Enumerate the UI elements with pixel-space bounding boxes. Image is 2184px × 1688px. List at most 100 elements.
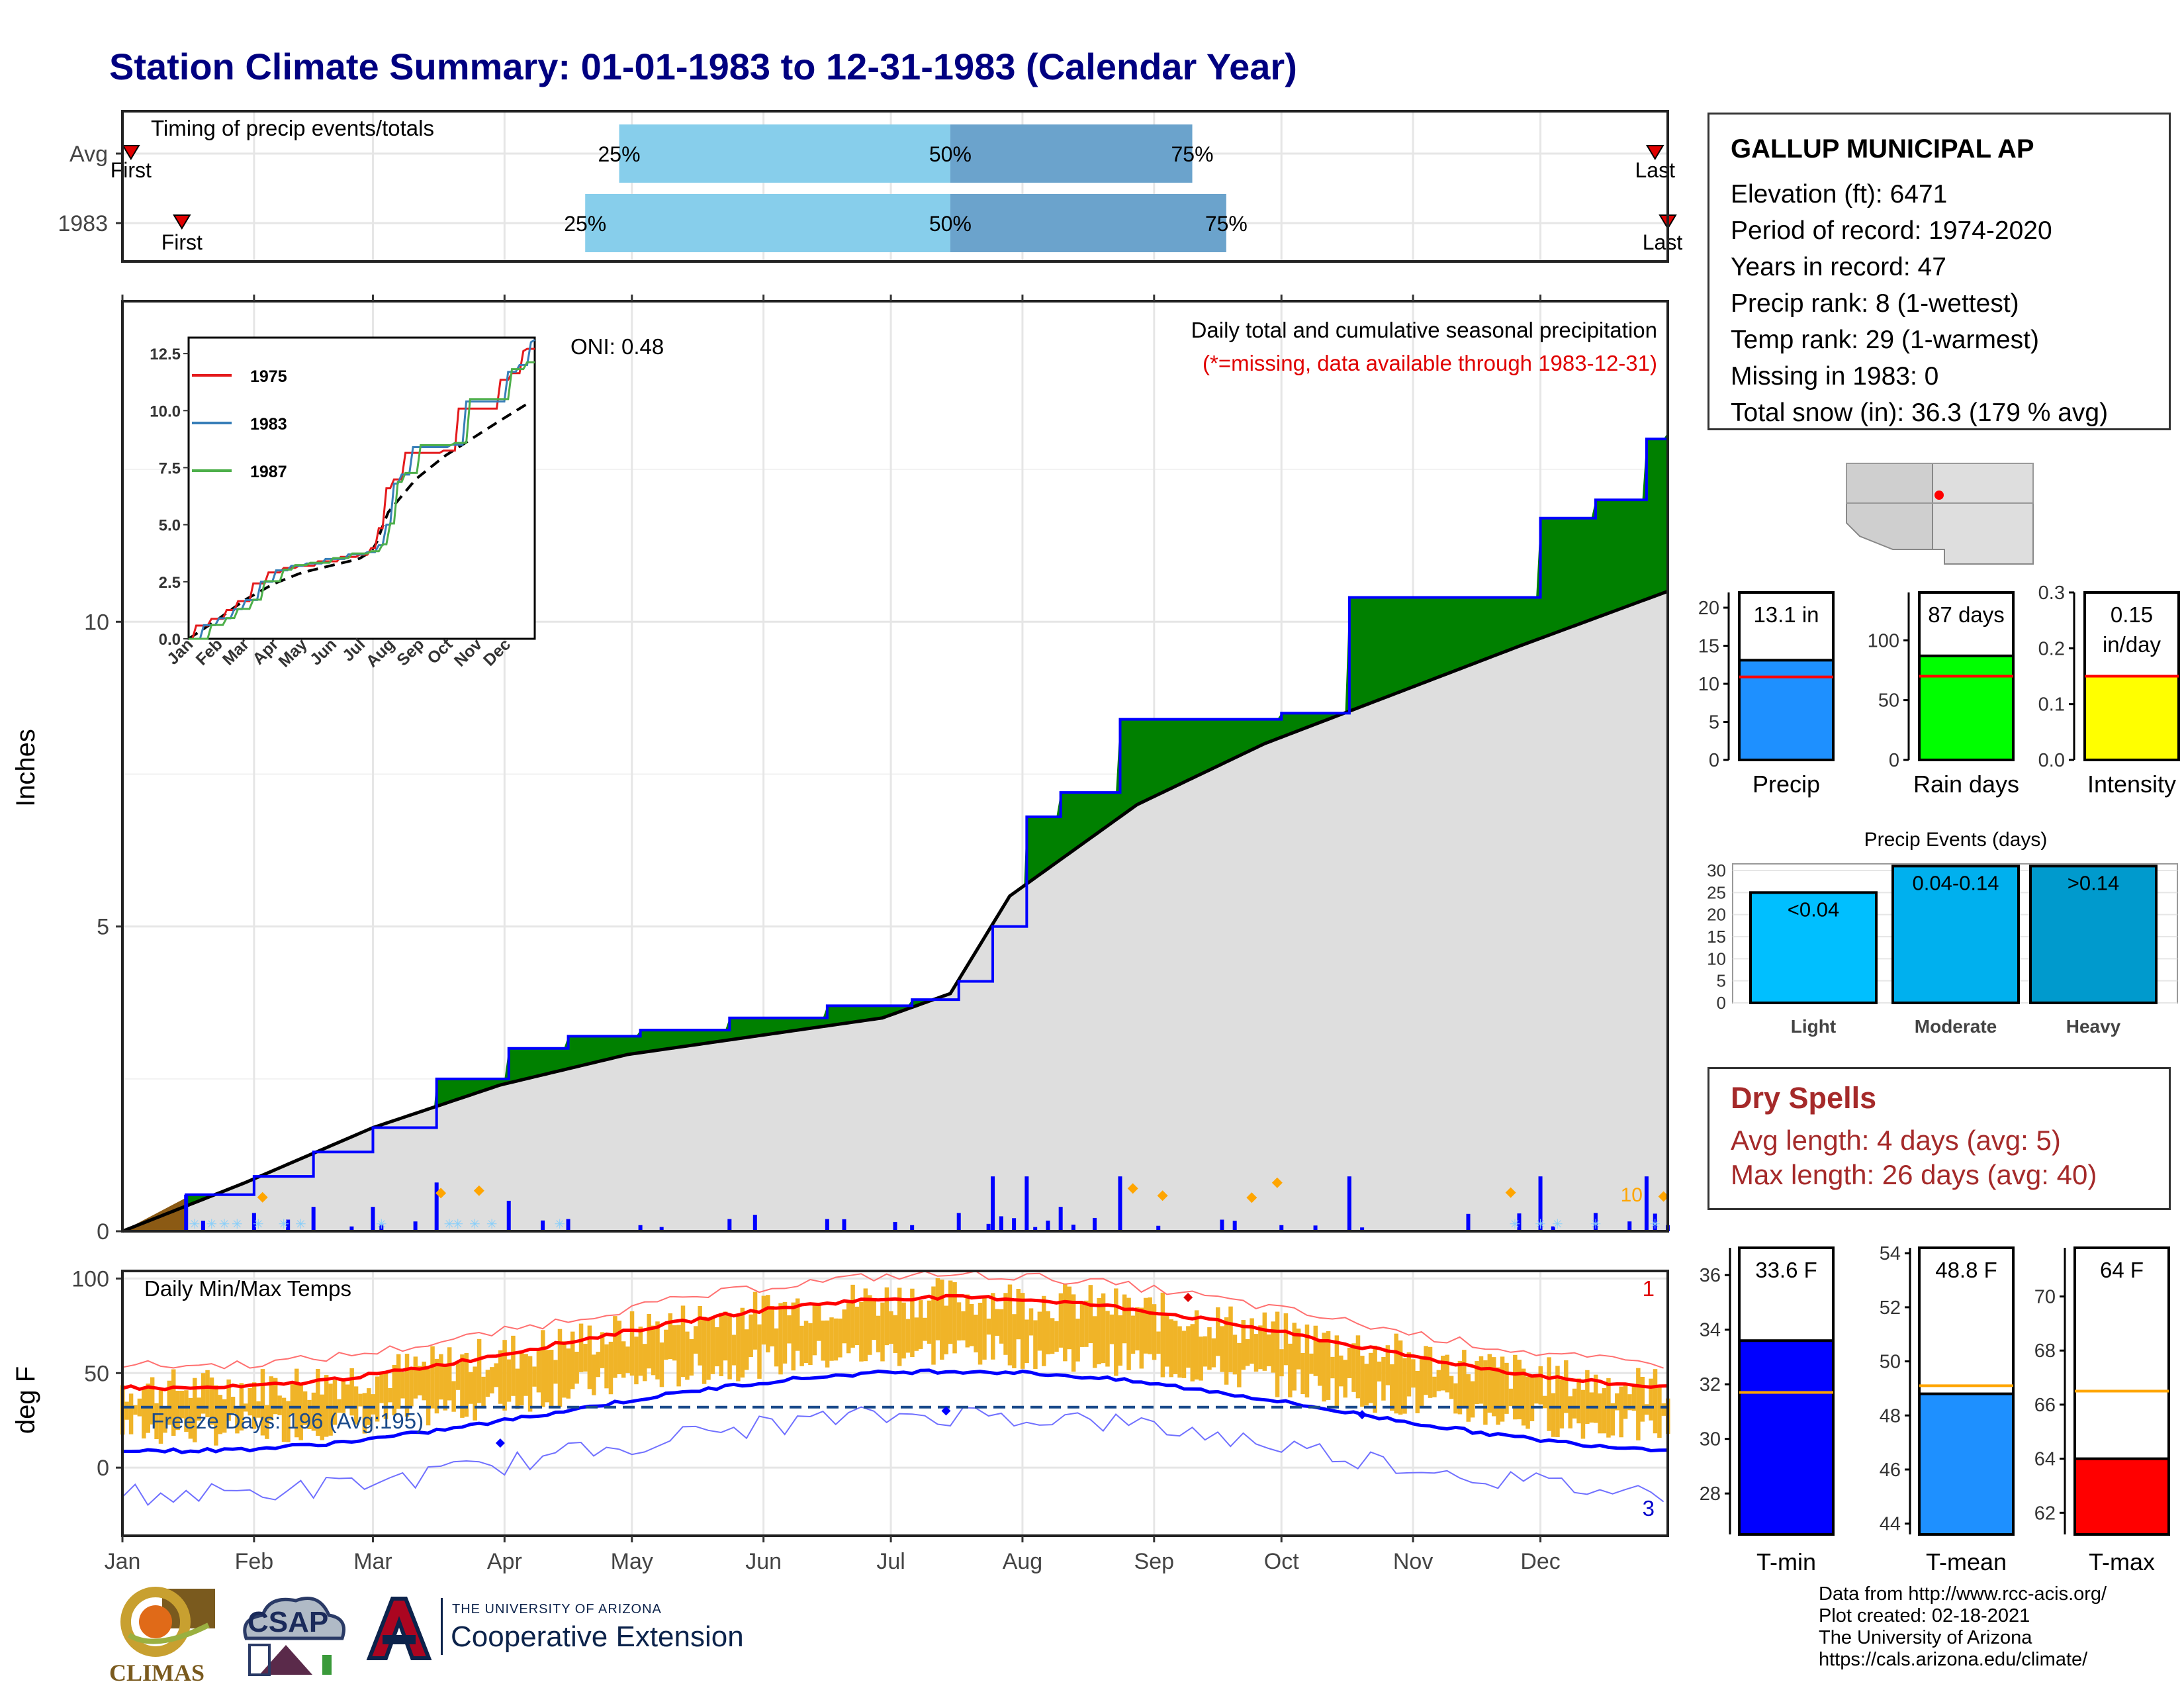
snowflake-icon: ✳ — [253, 1217, 264, 1232]
daily-temp-bar — [1559, 1380, 1565, 1429]
daily-temp-bar — [549, 1350, 554, 1409]
daily-temp-bar — [706, 1319, 711, 1380]
daily-temp-bar — [277, 1395, 282, 1415]
daily-temp-bar — [1432, 1376, 1437, 1397]
daily-temp-bar — [295, 1368, 299, 1438]
daily-temp-bar — [167, 1380, 172, 1425]
intensity-chart: 0.0 0.1 0.2 0.3 0.15 in/day Intensity — [2038, 583, 2180, 798]
snow-day-marker — [1127, 1183, 1138, 1194]
daily-temp-bar — [1339, 1355, 1343, 1387]
daily-precip-bars — [184, 1176, 1670, 1231]
station-info-panel: GALLUP MUNICIPAL AP Elevation (ft): 6471… — [1707, 113, 2171, 430]
daily-temp-bar — [209, 1377, 214, 1425]
daily-temp-bar — [541, 1330, 545, 1407]
daily-temp-bar — [596, 1352, 600, 1378]
daily-temp-bar — [1538, 1366, 1543, 1405]
daily-temp-bar — [269, 1376, 274, 1421]
snow-day-marker — [1271, 1177, 1283, 1188]
daily-temp-bar — [1253, 1334, 1259, 1372]
daily-temp-bar — [413, 1356, 418, 1399]
daily-temp-bar — [1373, 1345, 1377, 1413]
rain-days-chart-ytick-label: 0 — [1889, 750, 1899, 771]
daily-precip-bar — [956, 1213, 961, 1231]
daily-temp-bar — [447, 1347, 452, 1401]
daily-precip-bar — [1653, 1213, 1657, 1231]
temp-ytick-label: 50 — [84, 1361, 109, 1386]
daily-temp-bar — [1466, 1374, 1471, 1422]
snowflake-icon: ✳ — [295, 1217, 306, 1232]
temp-record-marker — [1357, 1410, 1367, 1420]
daily-temp-bar — [876, 1315, 881, 1352]
daily-temp-bar — [948, 1280, 953, 1344]
daily-temp-bar — [982, 1297, 987, 1360]
daily-temp-bar — [838, 1318, 842, 1358]
daily-temp-bar — [1067, 1286, 1072, 1350]
footer-credits: Data from http://www.rcc-acis.org/ Plot … — [1819, 1583, 2107, 1671]
series-1983-deficit-area — [122, 1197, 187, 1231]
daily-precip-bar — [1347, 1176, 1351, 1231]
daily-temp-bar — [1228, 1306, 1233, 1372]
main-panel-frame — [121, 300, 1669, 1233]
month-xtick-label: Nov — [1393, 1549, 1433, 1574]
daily-temp-bar — [328, 1383, 333, 1436]
daily-temp-bar — [1436, 1370, 1441, 1391]
daily-temp-bar — [884, 1287, 889, 1346]
daily-precip-bar — [1627, 1221, 1632, 1231]
daily-temp-bar — [965, 1294, 970, 1348]
daily-temp-bar — [689, 1338, 694, 1376]
daily-temp-bar — [740, 1307, 745, 1378]
daily-temp-bar — [426, 1369, 431, 1426]
daily-temp-bar — [1610, 1403, 1615, 1436]
daily-temp-bar — [1054, 1321, 1059, 1352]
daily-temp-bar — [1105, 1311, 1110, 1367]
daily-precip-bar — [986, 1223, 991, 1231]
daily-temp-bar — [179, 1390, 185, 1419]
daily-precip-bar — [842, 1219, 846, 1231]
daily-temp-bar — [961, 1311, 966, 1340]
daily-precip-bar — [1644, 1176, 1649, 1231]
daily-temp-bar — [1207, 1327, 1212, 1370]
temp-record-marker — [495, 1438, 505, 1448]
daily-temp-bar — [1300, 1352, 1305, 1395]
daily-temp-bar — [1406, 1352, 1412, 1397]
tmin-chart-ytick-label: 36 — [1700, 1265, 1721, 1286]
month-xtick-label: Aug — [1003, 1549, 1043, 1574]
snow-day-marker — [1246, 1192, 1257, 1203]
daily-temp-bar — [1169, 1319, 1173, 1378]
precip-total-chart-value-label: 13.1 in — [1753, 602, 1819, 627]
daily-temp-bar — [850, 1284, 855, 1348]
daily-temp-bar — [1126, 1297, 1131, 1370]
daily-temp-bar — [1636, 1368, 1641, 1440]
temp-ylabel: deg F — [11, 1366, 40, 1434]
daily-temp-bar — [337, 1399, 341, 1413]
daily-temp-bar — [1075, 1319, 1080, 1362]
daily-temp-bar — [1360, 1356, 1365, 1407]
daily-temp-bar — [197, 1397, 201, 1421]
daily-temp-bar — [201, 1373, 206, 1414]
daily-temp-bar — [511, 1335, 516, 1396]
daily-temp-bar — [1190, 1324, 1195, 1382]
daily-temp-bar — [821, 1320, 825, 1361]
daily-temp-bar — [587, 1325, 592, 1389]
daily-temp-bar — [557, 1329, 563, 1407]
daily-precip-bar — [286, 1219, 291, 1231]
daily-temp-bar — [265, 1405, 269, 1439]
month-xtick-label: Feb — [235, 1549, 274, 1574]
daily-temp-bar — [621, 1341, 626, 1378]
daily-temp-bar — [570, 1331, 575, 1389]
month-xtick-label: Oct — [1264, 1549, 1299, 1574]
daily-temp-bar — [854, 1306, 860, 1346]
daily-temp-bar — [1623, 1385, 1628, 1419]
daily-temp-bar — [1181, 1331, 1187, 1378]
temp-ytick-label: 0 — [97, 1456, 109, 1481]
daily-temp-bar — [248, 1387, 252, 1416]
daily-temp-bar — [1139, 1307, 1144, 1369]
precip-total-chart-ytick-label: 20 — [1698, 598, 1719, 619]
snowflake-icon: ✳ — [1535, 1217, 1546, 1232]
inset-series-1987-line — [189, 361, 535, 640]
daily-temp-bar — [163, 1407, 167, 1433]
daily-temp-bar — [490, 1367, 494, 1393]
daily-temp-bar — [260, 1369, 265, 1436]
temp-record-marker — [941, 1406, 951, 1416]
tmin-chart-ytick-label: 28 — [1700, 1483, 1721, 1505]
